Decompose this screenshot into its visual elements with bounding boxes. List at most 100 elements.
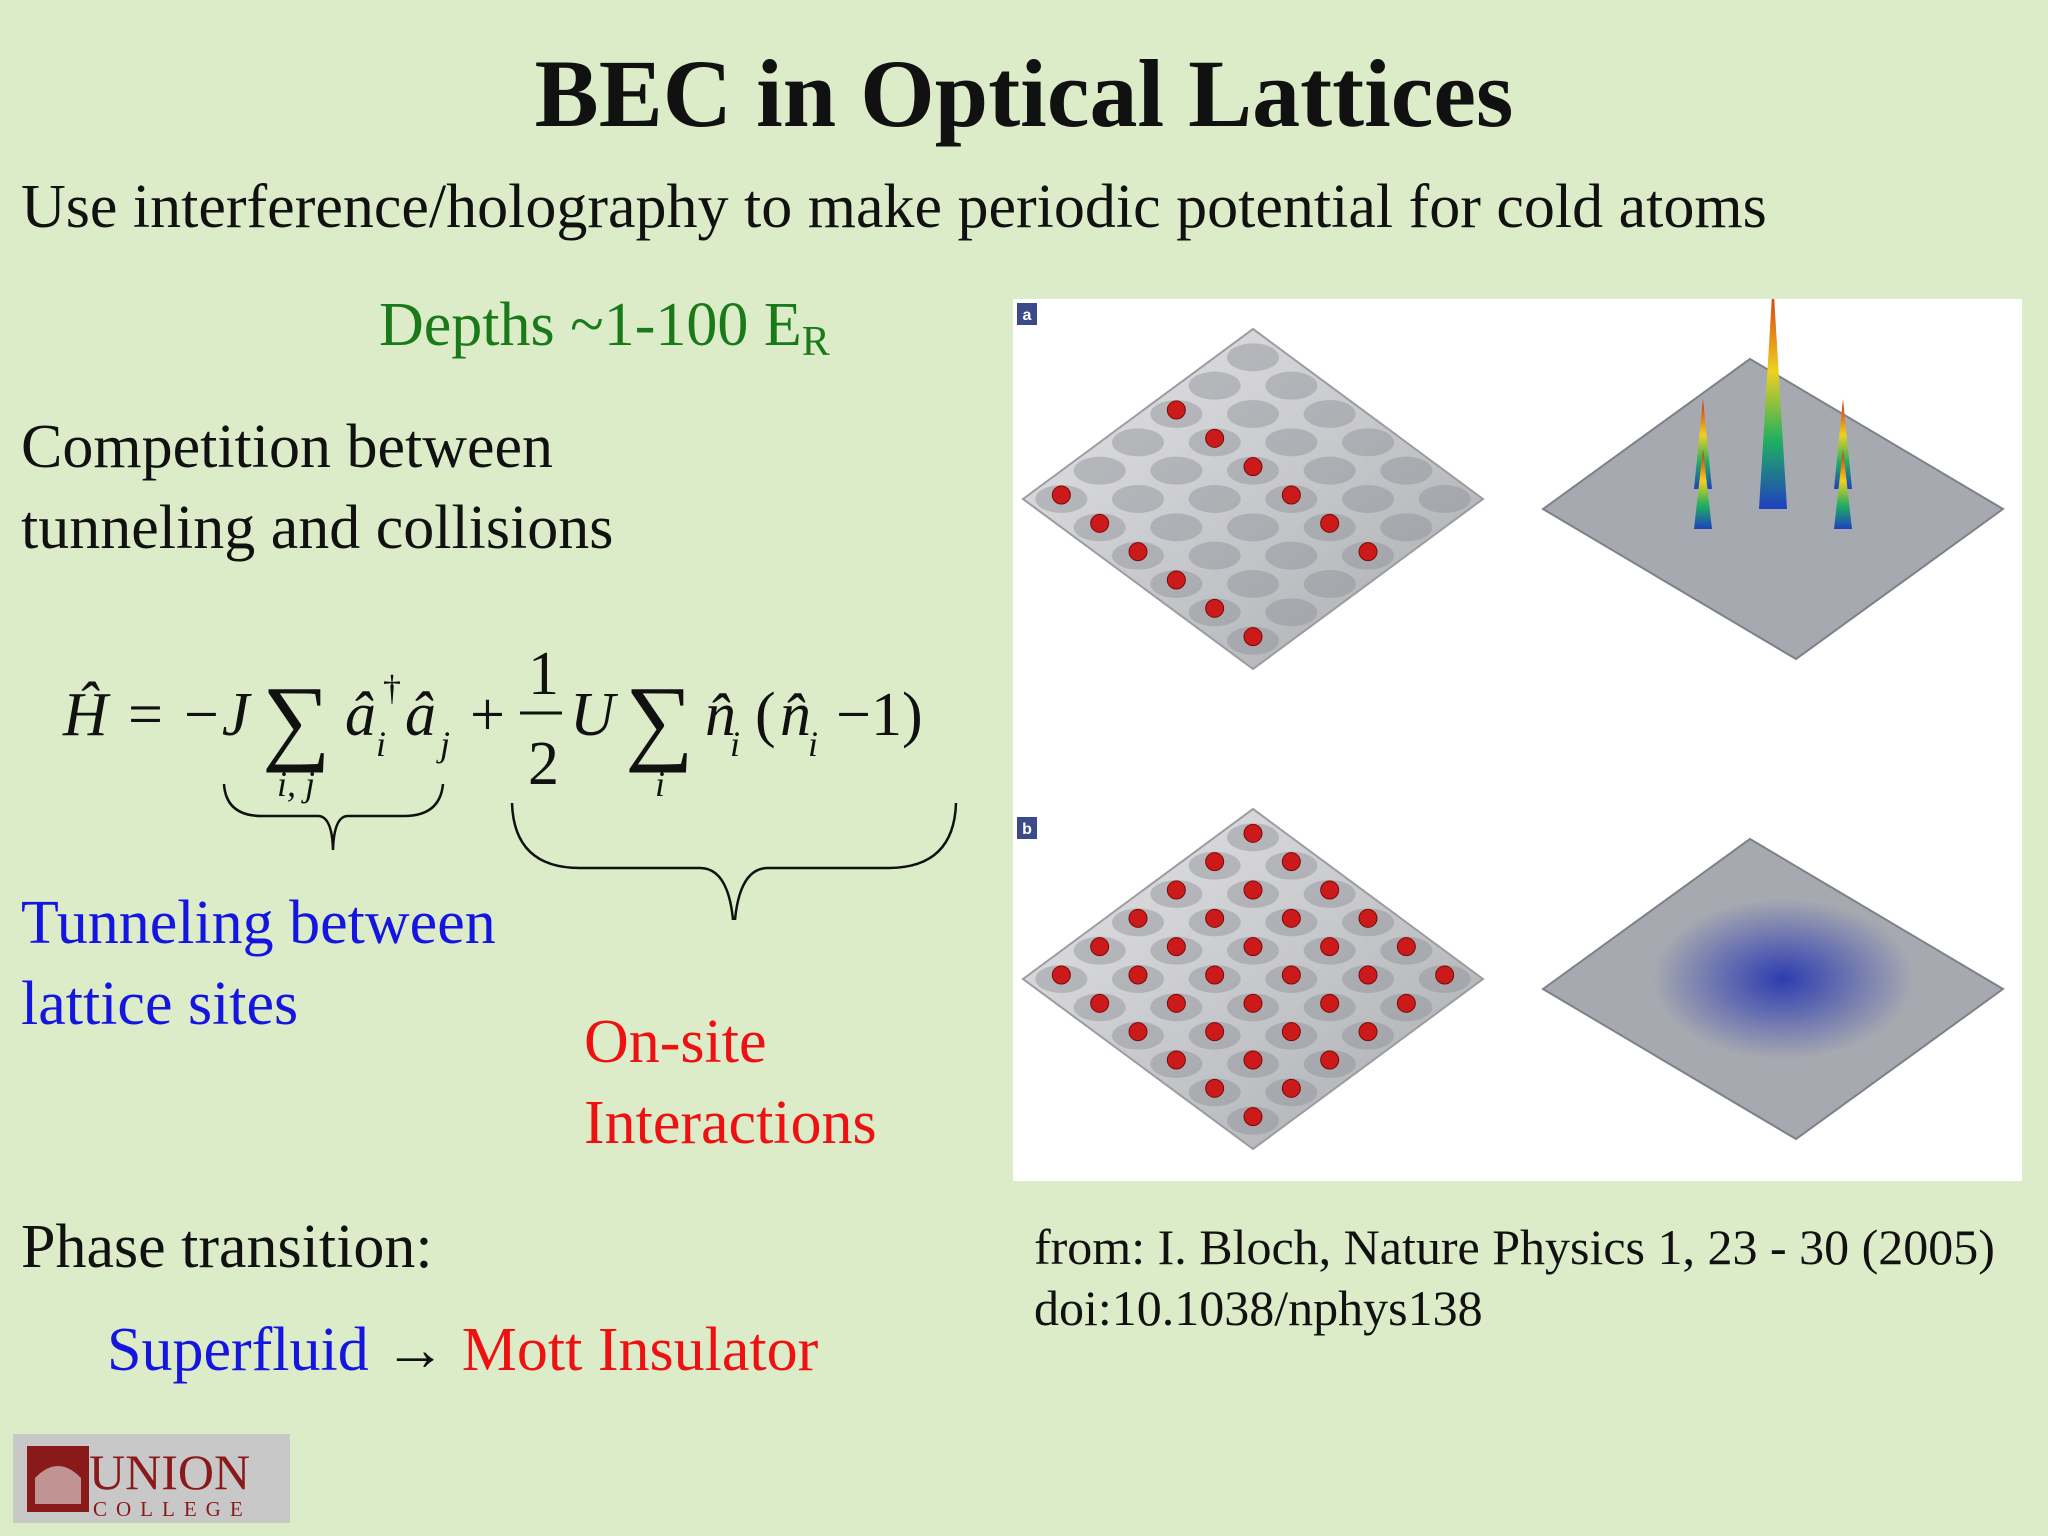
lattice-well xyxy=(1342,428,1394,457)
lattice-well xyxy=(1227,513,1279,542)
atom xyxy=(1281,908,1301,928)
lattice-well xyxy=(1303,570,1356,598)
formula-term: i xyxy=(376,724,386,764)
formula-term: ∑ xyxy=(625,666,693,773)
brace xyxy=(510,802,958,920)
atom xyxy=(1090,993,1110,1013)
atom xyxy=(1205,428,1225,448)
atom xyxy=(1435,965,1455,985)
atom xyxy=(1166,937,1186,957)
lattice-surface xyxy=(1021,807,1485,1151)
atom xyxy=(1205,908,1225,928)
formula-term: −1) xyxy=(836,681,923,749)
figure: a b xyxy=(1013,299,2022,1181)
atom xyxy=(1320,1050,1340,1070)
tunneling-label: lattice sites xyxy=(21,970,299,1038)
lattice-well xyxy=(1418,485,1471,513)
lattice-well xyxy=(1188,485,1241,513)
formula-term: n̂ xyxy=(780,681,811,749)
atom xyxy=(1281,1078,1301,1098)
interference-peak xyxy=(1694,399,1712,489)
atom xyxy=(1128,965,1148,985)
formula-term: 2 xyxy=(528,730,559,798)
atom xyxy=(1243,457,1263,477)
lattice-well xyxy=(1303,400,1356,428)
lattice-well xyxy=(1112,485,1164,513)
atom xyxy=(1166,880,1186,900)
panel-label: a xyxy=(1023,307,1032,324)
formula: Ĥ = −J ∑ â † i â j + 1 2 U ∑ n̂ i ( n̂ i… xyxy=(62,640,958,920)
atom xyxy=(1320,993,1340,1013)
lattice-images xyxy=(1021,299,2005,1151)
lattice-well xyxy=(1342,485,1394,513)
depths-subscript: R xyxy=(801,319,830,365)
brace xyxy=(222,783,445,851)
atom xyxy=(1166,993,1186,1013)
subtitle: Use interference/holography to make peri… xyxy=(21,173,1767,241)
lattice-well xyxy=(1380,456,1433,485)
atom xyxy=(1243,880,1263,900)
atom xyxy=(1320,937,1340,957)
lattice-well xyxy=(1265,598,1318,627)
atom xyxy=(1051,485,1071,505)
atom xyxy=(1320,513,1340,533)
diffuse-cloud xyxy=(1653,899,1913,1059)
atom xyxy=(1281,852,1301,872)
atom xyxy=(1166,1050,1186,1070)
atom xyxy=(1243,937,1263,957)
formula-term: Ĥ xyxy=(62,681,111,749)
atom xyxy=(1205,1022,1225,1042)
atom xyxy=(1205,965,1225,985)
competition-line: tunneling and collisions xyxy=(21,494,614,562)
atom xyxy=(1243,627,1263,647)
depths-text: Depths ~1-100 E xyxy=(379,291,802,359)
lattice-well xyxy=(1227,400,1279,428)
lattice-well xyxy=(1265,541,1318,570)
atom xyxy=(1205,598,1225,618)
formula-term: † xyxy=(383,668,401,708)
atom xyxy=(1281,1022,1301,1042)
panel-tag xyxy=(1017,303,1037,325)
atom xyxy=(1243,1050,1263,1070)
formula-term: â xyxy=(345,681,376,749)
citation: from: I. Bloch, Nature Physics 1, 23 - 3… xyxy=(1034,1219,1995,1275)
atom xyxy=(1243,823,1263,843)
lattice-well xyxy=(1150,513,1203,542)
atom xyxy=(1320,880,1340,900)
atom xyxy=(1090,937,1110,957)
formula-term: 1 xyxy=(528,640,559,708)
atom xyxy=(1281,965,1301,985)
formula-term: â xyxy=(405,681,436,749)
formula-term: i, j xyxy=(277,764,315,804)
atom xyxy=(1358,908,1378,928)
tunneling-label: Tunneling between xyxy=(21,889,496,957)
lattice-surface xyxy=(1021,327,1485,671)
formula-term: ( xyxy=(755,681,776,749)
phase-line: Superfluid → Mott Insulator xyxy=(107,1309,818,1391)
slide-title: BEC in Optical Lattices xyxy=(534,40,1514,147)
panel-label: b xyxy=(1022,821,1032,838)
atom xyxy=(1358,965,1378,985)
phase-from: Superfluid xyxy=(107,1316,369,1384)
formula-term: n̂ xyxy=(705,681,736,749)
formula-term: i xyxy=(655,764,665,804)
atom xyxy=(1358,1022,1378,1042)
onsite-label: Interactions xyxy=(584,1089,877,1157)
citation: doi:10.1038/nphys138 xyxy=(1034,1280,1483,1336)
logo-graphic: UNION COLLEGE xyxy=(27,1444,250,1521)
formula-term: U xyxy=(570,681,619,749)
atom xyxy=(1051,965,1071,985)
depths: Depths ~1-100 ER xyxy=(379,290,830,366)
formula-term: = xyxy=(128,681,163,749)
interference-peak xyxy=(1759,299,1787,509)
atom xyxy=(1166,570,1186,590)
interference-peak xyxy=(1834,449,1852,529)
interference-peak xyxy=(1834,399,1852,489)
atom xyxy=(1166,400,1186,420)
lattice-well xyxy=(1227,343,1279,372)
lattice-well xyxy=(1073,456,1126,485)
atom xyxy=(1090,513,1110,533)
atom xyxy=(1243,993,1263,1013)
